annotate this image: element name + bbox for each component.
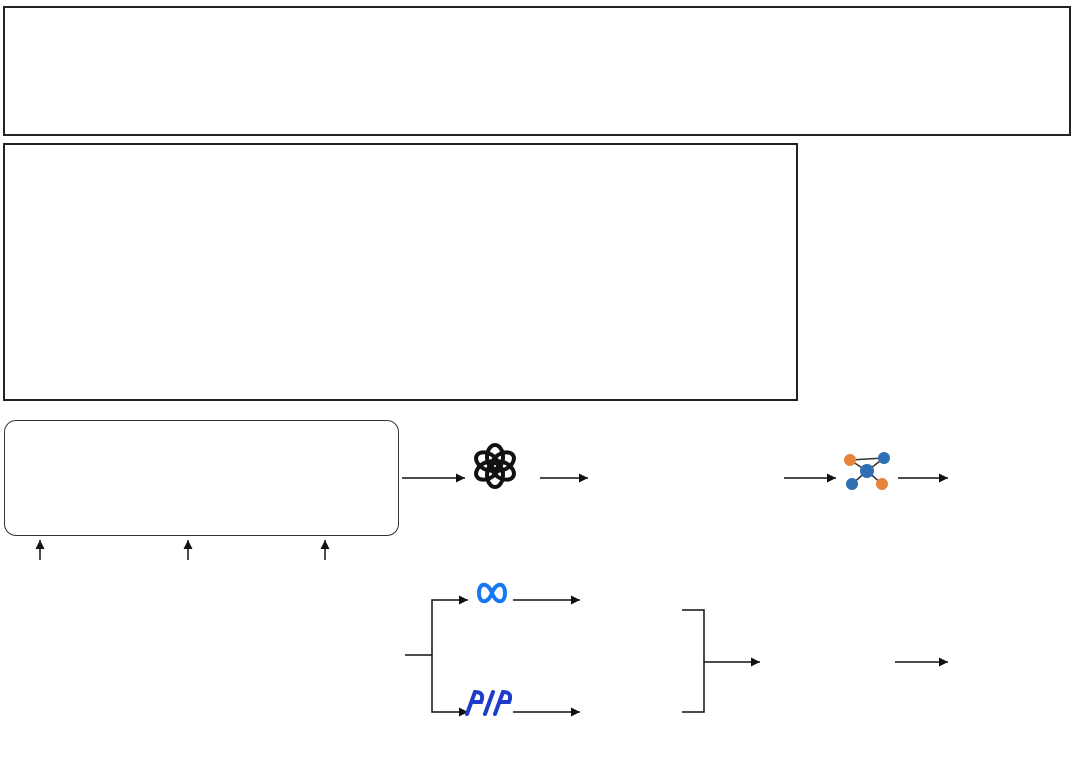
text-region-image [585, 680, 680, 758]
chart-plot [800, 143, 1072, 401]
networkx-icon [844, 452, 890, 490]
subject-examples-panel [3, 143, 798, 401]
paddle-icon [465, 689, 513, 716]
stage-examples-panel [3, 6, 1071, 136]
generated-knowledge-graph [592, 405, 782, 545]
aggregated-image [762, 582, 892, 742]
ppocr-logo [463, 688, 515, 718]
sam-logo [474, 580, 510, 606]
networkx-logo [840, 446, 895, 496]
validation-prompt-template [4, 420, 399, 536]
generated-image [285, 585, 405, 725]
distribution-chart [800, 143, 1072, 401]
openai-icon [474, 443, 516, 489]
meta-infinity-icon [476, 582, 508, 604]
segmented-image [585, 568, 680, 643]
openai-logo [472, 443, 518, 489]
reference-knowledge-graph [110, 594, 275, 734]
